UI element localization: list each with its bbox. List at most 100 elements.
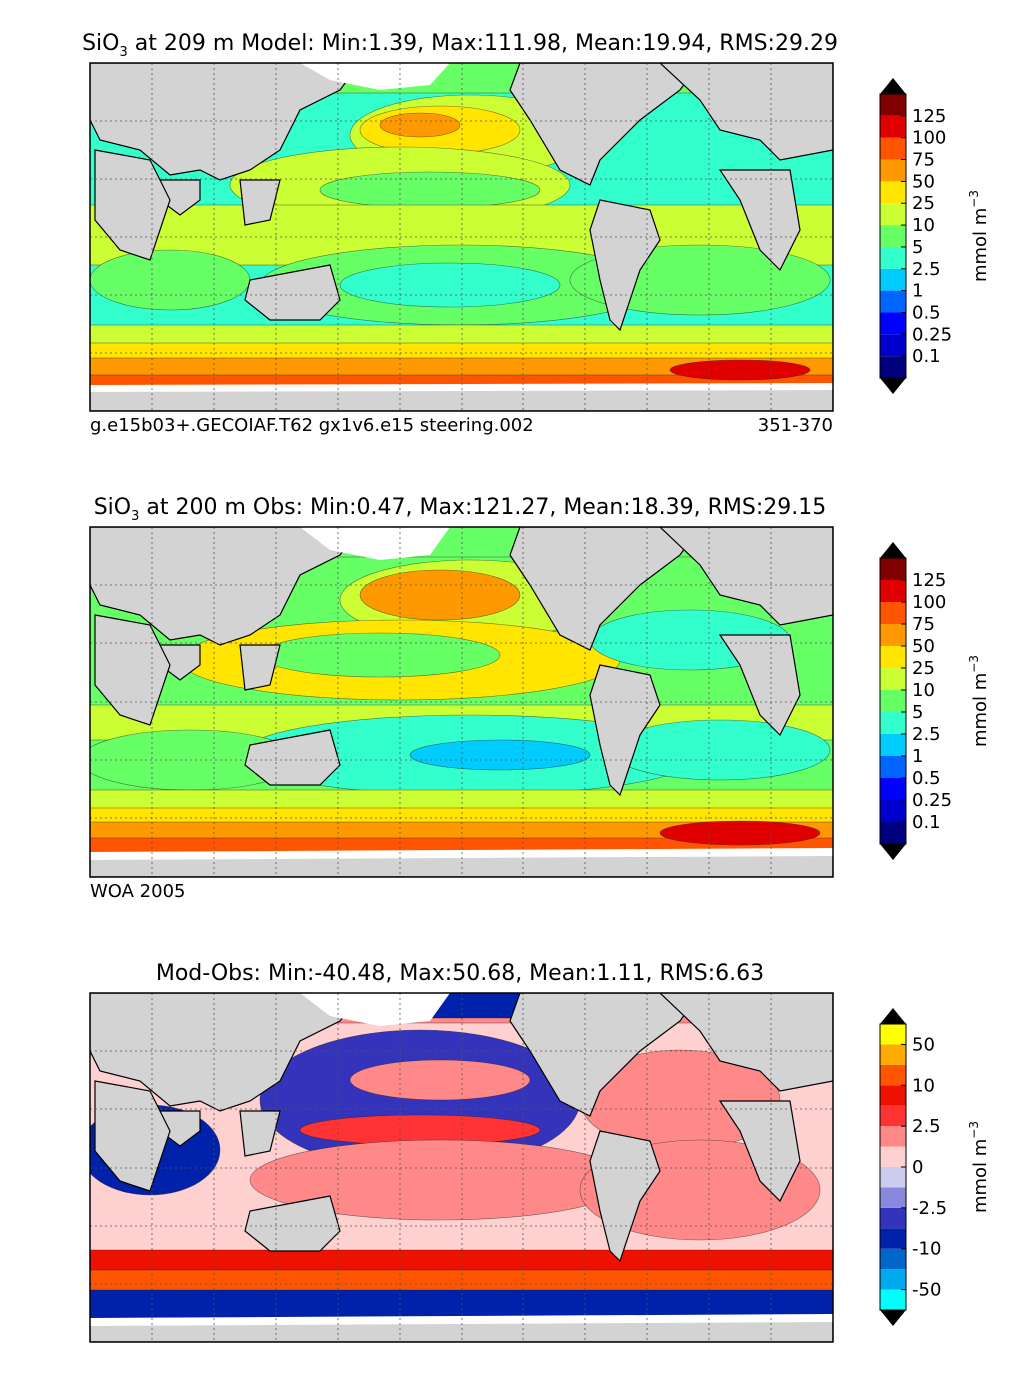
years-caption: 351-370 — [758, 415, 833, 436]
colorbar-tick-label: 100 — [912, 128, 946, 149]
colorbar-tick-label: 5 — [912, 702, 923, 723]
colorbar-tick-label: 10 — [912, 1075, 935, 1096]
panel-diff: Mod-Obs: Min:-40.48, Max:50.68, Mean:1.1… — [89, 961, 991, 1343]
graticule — [90, 993, 833, 1342]
colorbar-swatch — [880, 624, 906, 646]
colorbar-swatch — [880, 1126, 906, 1147]
colorbar-tick-label: 0.5 — [912, 302, 941, 323]
colorbar-tick-label: 0 — [912, 1157, 923, 1178]
colorbar-tick-label: 100 — [912, 592, 946, 613]
colorbar-tick-label: 125 — [912, 570, 946, 591]
colorbar-swatch — [880, 712, 906, 734]
colorbar-tick-label: 50 — [912, 1034, 935, 1055]
field-npac-75 — [379, 112, 461, 138]
colorbar-swatch — [880, 246, 906, 269]
map-frame — [89, 526, 834, 878]
field-npac-pos — [349, 1059, 531, 1101]
colorbar-swatch — [880, 290, 906, 313]
colorbar-swatch — [880, 203, 906, 226]
field-so-25 — [90, 807, 833, 824]
colorbar-swatch — [880, 181, 906, 204]
colorbar-swatch — [880, 1248, 906, 1270]
colorbar-swatch — [880, 1146, 906, 1167]
field-spac-1 — [409, 739, 591, 771]
colorbar-tick-label: 10 — [912, 680, 935, 701]
colorbar-tick-label: 75 — [912, 614, 935, 635]
colorbar-swatch — [880, 268, 906, 291]
colorbar-tick-label: 2.5 — [912, 724, 941, 745]
colorbar-swatch — [880, 756, 906, 778]
map-field — [90, 527, 833, 877]
field-spac-2_5 — [339, 262, 561, 308]
colorbar-swatch — [880, 1187, 906, 1208]
colorbar-tick-label: 0.1 — [912, 812, 941, 833]
colorbar-extend-max — [880, 78, 906, 94]
run-caption: g.e15b03+.GECOIAF.T62 gx1v6.e15 steering… — [90, 415, 534, 436]
colorbar-swatch — [880, 734, 906, 756]
colorbar-swatch — [880, 646, 906, 668]
colorbar-swatch — [880, 558, 906, 580]
panel-obs: SiO3 at 200 m Obs: Min:0.47, Max:121.27,… — [89, 495, 991, 902]
colorbar-tick-label: 5 — [912, 237, 923, 258]
colorbar-swatch — [880, 690, 906, 712]
colorbar-swatch — [880, 822, 906, 844]
colorbar-swatch — [880, 1228, 906, 1249]
colorbar-tick-label: 50 — [912, 171, 935, 192]
colorbar-swatch — [880, 668, 906, 690]
colorbar-swatch — [880, 356, 906, 378]
source-caption: WOA 2005 — [90, 881, 186, 902]
colorbar-swatch — [880, 312, 906, 335]
colorbar-tick-label: 25 — [912, 658, 935, 679]
colorbar-swatch — [880, 800, 906, 822]
colorbar-swatch — [880, 602, 906, 624]
field-so-100 — [659, 820, 821, 846]
colorbar-unit-label: mmol m−3 — [967, 190, 991, 282]
colorbar-extend-min — [880, 378, 906, 394]
colorbar-tick-label: 0.25 — [912, 790, 952, 811]
colorbar-unit-label: mmol m−3 — [967, 655, 991, 747]
colorbar-swatch — [880, 334, 906, 357]
colorbar-swatch — [880, 1105, 906, 1127]
field-pac-5 — [319, 171, 541, 209]
colorbar-tick-label: 0.1 — [912, 346, 941, 367]
field-npac-75 — [359, 569, 521, 621]
panel-title: SiO3 at 209 m Model: Min:1.39, Max:111.9… — [82, 31, 838, 60]
colorbar-tick-label: 50 — [912, 636, 935, 657]
colorbar-swatch — [880, 1044, 906, 1065]
panel-title: Mod-Obs: Min:-40.48, Max:50.68, Mean:1.1… — [156, 961, 764, 986]
colorbar-swatch — [880, 1207, 906, 1229]
colorbar-tick-label: 2.5 — [912, 1116, 941, 1137]
colorbar-tick-label: 1 — [912, 746, 923, 767]
colorbar-tick-label: -2.5 — [912, 1198, 947, 1219]
field-sind-5 — [90, 249, 251, 311]
colorbar-tick-label: 2.5 — [912, 259, 941, 280]
colorbar-tick-label: 125 — [912, 106, 946, 127]
graticule — [90, 527, 833, 877]
land — [90, 993, 833, 1342]
colorbar-unit-label: mmol m−3 — [967, 1121, 991, 1213]
map-field — [90, 63, 833, 411]
colorbar-extend-min — [880, 844, 906, 860]
colorbar-tick-label: 75 — [912, 150, 935, 171]
colorbar-tick-label: 10 — [912, 215, 935, 236]
colorbar-frame — [879, 557, 907, 845]
colorbar-swatch — [880, 225, 906, 247]
colorbar-swatch — [880, 1024, 906, 1045]
colorbar-extend-min — [880, 1310, 906, 1326]
colorbar-swatch — [880, 115, 906, 138]
colorbar-tick-label: 0.25 — [912, 324, 952, 345]
field-so-100 — [669, 359, 811, 381]
colorbar-tick-label: 1 — [912, 281, 923, 302]
colorbar-swatch — [880, 1167, 906, 1188]
colorbar-frame — [879, 93, 907, 379]
field-pac-5 — [259, 632, 501, 678]
colorbar-extend-max — [880, 542, 906, 558]
colorbar-swatch — [880, 1289, 906, 1310]
map-frame — [89, 992, 834, 1343]
colorbar-tick-label: -50 — [912, 1280, 941, 1301]
colorbar-swatch — [880, 159, 906, 182]
colorbar-swatch — [880, 1085, 906, 1106]
